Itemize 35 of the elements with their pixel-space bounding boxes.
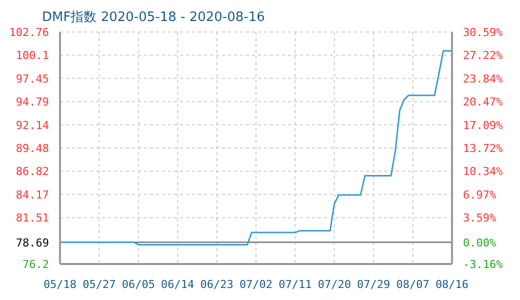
- y2-tick-label: 13.72%: [463, 142, 504, 155]
- x-tick-label: 05/27: [82, 278, 116, 291]
- y-tick-label: 81.51: [16, 212, 49, 225]
- y2-tick-label: 30.59%: [463, 26, 504, 39]
- y2-tick-label: 6.97%: [463, 188, 496, 202]
- x-tick-label: 07/02: [239, 278, 273, 291]
- chart-title: DMF指数 2020-05-18 - 2020-08-16: [41, 9, 266, 25]
- x-tick-label: 06/23: [200, 278, 234, 291]
- y2-tick-label: 17.09%: [463, 118, 504, 132]
- y2-tick-label: -3.16%: [463, 258, 504, 271]
- y2-tick-label: 0.00%: [463, 236, 496, 250]
- y-tick-label: 84.17: [16, 188, 49, 202]
- x-tick-label: 06/14: [161, 278, 195, 291]
- y2-tick-label: 20.47%: [463, 96, 504, 109]
- x-tick-label: 07/29: [357, 278, 390, 291]
- x-tick-label: 08/16: [435, 278, 469, 291]
- y-tick-label: 76.2: [22, 258, 49, 271]
- y-tick-label: 92.14: [16, 118, 50, 132]
- x-tick-label: 06/05: [122, 278, 155, 291]
- y-tick-label: 86.82: [16, 165, 49, 178]
- y-tick-label: 97.45: [16, 72, 49, 86]
- y2-tick-label: 27.22%: [463, 49, 504, 62]
- y-tick-label: 78.69: [16, 236, 49, 250]
- y-tick-label: 102.76: [9, 26, 49, 39]
- y-tick-label: 100.1: [16, 49, 49, 62]
- x-tick-label: 05/18: [43, 278, 77, 291]
- x-tick-label: 07/20: [318, 278, 351, 291]
- y-tick-label: 89.48: [16, 142, 49, 155]
- line-series: [60, 50, 452, 246]
- y-tick-label: 94.79: [16, 96, 49, 109]
- y2-tick-label: 10.34%: [463, 165, 504, 178]
- x-tick-label: 07/11: [278, 278, 312, 291]
- x-tick-label: 08/07: [396, 278, 430, 291]
- y2-tick-label: 23.84%: [463, 72, 504, 86]
- y2-tick-label: 3.59%: [463, 212, 496, 225]
